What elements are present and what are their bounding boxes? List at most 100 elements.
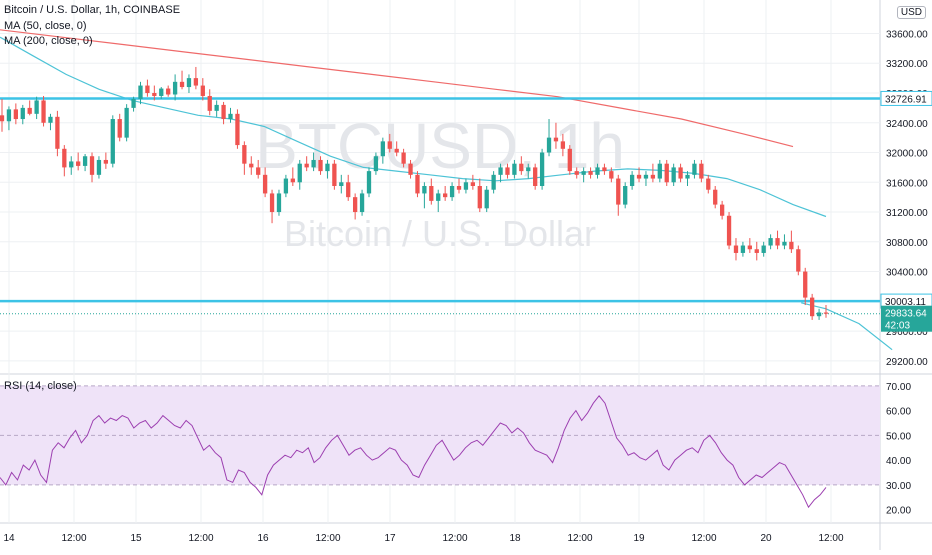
currency-badge[interactable]: USD: [896, 6, 926, 19]
candle-body[interactable]: [636, 174, 642, 179]
ma200-legend[interactable]: MA (200, close, 0): [4, 35, 93, 47]
candle-body[interactable]: [429, 186, 434, 201]
candle-body[interactable]: [304, 163, 309, 168]
candle-body[interactable]: [124, 107, 129, 138]
candle-body[interactable]: [359, 193, 365, 213]
candle-body[interactable]: [491, 174, 496, 190]
candle-body[interactable]: [221, 104, 226, 120]
candle-body[interactable]: [13, 109, 18, 120]
candle-body[interactable]: [657, 163, 662, 179]
candle-body[interactable]: [318, 159, 323, 172]
candle-body[interactable]: [477, 186, 482, 209]
candle-body[interactable]: [325, 163, 330, 172]
candle-body[interactable]: [782, 241, 787, 246]
candle-body[interactable]: [332, 163, 337, 186]
candle-body[interactable]: [602, 167, 607, 172]
candle-body[interactable]: [207, 95, 212, 111]
candle-body[interactable]: [581, 171, 586, 175]
candle-body[interactable]: [89, 156, 95, 175]
candle-body[interactable]: [685, 174, 690, 179]
candle-body[interactable]: [290, 178, 295, 183]
candle-body[interactable]: [82, 156, 88, 166]
candle-body[interactable]: [242, 145, 247, 164]
candle-body[interactable]: [297, 163, 302, 183]
candle-body[interactable]: [803, 271, 808, 298]
candle-body[interactable]: [747, 245, 752, 250]
candle-body[interactable]: [283, 178, 289, 194]
candle-body[interactable]: [131, 98, 136, 108]
candle-body[interactable]: [138, 85, 143, 99]
candle-body[interactable]: [664, 163, 669, 183]
candle-body[interactable]: [560, 141, 566, 149]
candle-body[interactable]: [595, 167, 600, 175]
candle-body[interactable]: [269, 193, 275, 213]
last-price-badge[interactable]: [881, 305, 932, 332]
candle-body[interactable]: [519, 163, 524, 172]
candle-body[interactable]: [539, 152, 545, 186]
candle-body[interactable]: [422, 186, 427, 194]
candle-body[interactable]: [0, 115, 5, 122]
candle-body[interactable]: [588, 171, 593, 175]
candle-body[interactable]: [449, 186, 455, 198]
candle-body[interactable]: [62, 148, 67, 168]
candle-body[interactable]: [692, 163, 697, 175]
candle-body[interactable]: [789, 241, 794, 250]
candle-body[interactable]: [186, 78, 192, 88]
candle-body[interactable]: [823, 312, 829, 314]
candle-body[interactable]: [96, 159, 102, 175]
candle-body[interactable]: [671, 167, 676, 183]
candle-body[interactable]: [463, 182, 469, 190]
candle-body[interactable]: [276, 193, 282, 213]
candle-body[interactable]: [401, 152, 406, 164]
candle-body[interactable]: [678, 167, 683, 179]
candle-body[interactable]: [103, 159, 109, 164]
candle-body[interactable]: [235, 113, 240, 146]
candle-body[interactable]: [546, 137, 552, 153]
candle-body[interactable]: [339, 182, 344, 186]
candle-body[interactable]: [55, 116, 60, 149]
candle-body[interactable]: [470, 182, 476, 186]
candle-body[interactable]: [629, 174, 635, 186]
candle-body[interactable]: [41, 100, 46, 123]
candle-body[interactable]: [27, 107, 32, 114]
candle-body[interactable]: [20, 107, 25, 120]
candle-body[interactable]: [172, 81, 178, 95]
candle-body[interactable]: [387, 141, 392, 149]
candle-body[interactable]: [117, 119, 122, 138]
candle-body[interactable]: [768, 238, 773, 246]
candle-body[interactable]: [179, 81, 185, 88]
candle-body[interactable]: [567, 148, 572, 172]
candle-body[interactable]: [733, 245, 739, 253]
candle-body[interactable]: [706, 178, 711, 190]
candle-body[interactable]: [775, 238, 780, 246]
candle-body[interactable]: [505, 167, 510, 175]
candle-body[interactable]: [713, 189, 718, 205]
candle-body[interactable]: [373, 156, 379, 172]
candle-body[interactable]: [152, 93, 157, 96]
candle-body[interactable]: [761, 245, 766, 253]
candle-body[interactable]: [726, 215, 732, 246]
candle-body[interactable]: [214, 104, 219, 111]
candle-body[interactable]: [256, 167, 261, 175]
candle-body[interactable]: [352, 197, 358, 213]
candle-body[interactable]: [394, 148, 399, 153]
candle-body[interactable]: [436, 193, 441, 201]
candle-body[interactable]: [380, 141, 385, 157]
candle-body[interactable]: [34, 100, 39, 114]
candle-body[interactable]: [643, 174, 649, 179]
candle-body[interactable]: [311, 159, 316, 168]
candle-body[interactable]: [526, 167, 531, 172]
candle-body[interactable]: [69, 161, 74, 168]
candle-body[interactable]: [796, 249, 801, 272]
candle-body[interactable]: [262, 174, 268, 194]
candle-body[interactable]: [159, 88, 164, 96]
candle-body[interactable]: [553, 137, 559, 142]
candle-body[interactable]: [533, 167, 538, 186]
candle-body[interactable]: [76, 161, 81, 166]
candle-body[interactable]: [456, 186, 462, 190]
candle-body[interactable]: [740, 245, 746, 253]
candle-body[interactable]: [145, 85, 150, 93]
candle-body[interactable]: [415, 174, 420, 194]
symbol-legend[interactable]: Bitcoin / U.S. Dollar, 1h, COINBASE: [4, 4, 181, 16]
